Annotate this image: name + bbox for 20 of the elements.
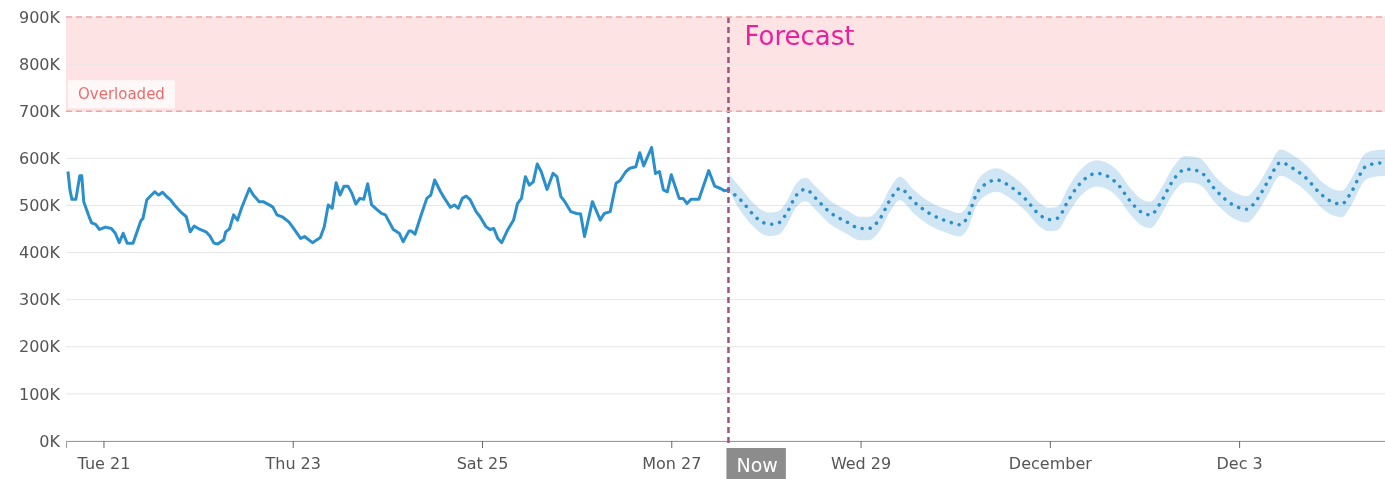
y-tick-label: 100K bbox=[18, 384, 61, 404]
x-tick-label: Sat 25 bbox=[456, 454, 509, 474]
y-tick-label: 400K bbox=[18, 243, 61, 263]
x-tick-label: Tue 21 bbox=[76, 454, 131, 474]
y-tick-label: 800K bbox=[18, 54, 61, 74]
annotation: Forecast bbox=[744, 20, 855, 51]
x-tick-label: Thu 23 bbox=[264, 454, 321, 474]
x-tick-label: Mon 27 bbox=[642, 454, 702, 474]
x-tick-label: December bbox=[1008, 454, 1093, 474]
y-tick-label: 300K bbox=[18, 290, 61, 310]
y-tick-label: 0K bbox=[39, 431, 61, 451]
y-tick-label: 900K bbox=[18, 7, 61, 27]
ref-line-label: Now bbox=[736, 454, 778, 476]
x-tick-label: Wed 29 bbox=[830, 454, 892, 474]
y-tick-label: 700K bbox=[18, 101, 61, 121]
y-tick-label: 200K bbox=[18, 337, 61, 357]
y-tick-label: 600K bbox=[18, 148, 61, 168]
x-tick-label: Dec 3 bbox=[1216, 454, 1263, 474]
y-tick-label: 500K bbox=[18, 196, 61, 216]
band-label: Overloaded bbox=[78, 85, 165, 104]
